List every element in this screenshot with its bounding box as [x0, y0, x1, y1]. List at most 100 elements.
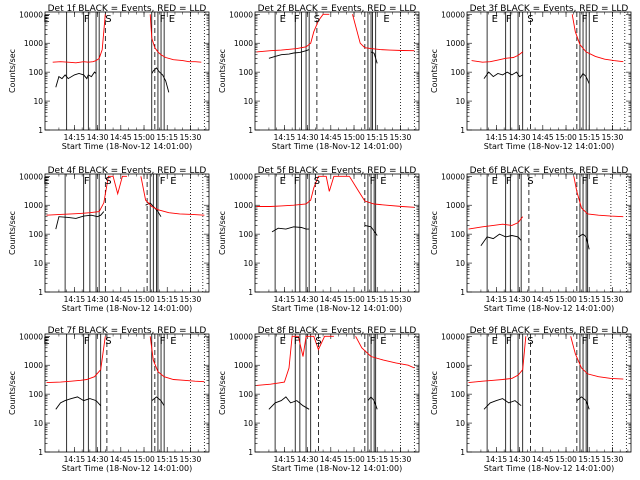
y-axis-label: Counts/sec	[218, 211, 227, 255]
events-series-line	[483, 398, 522, 410]
phase-marker-label: E	[492, 176, 498, 187]
events-series-line	[151, 396, 165, 406]
phase-marker-label: E	[43, 176, 49, 187]
phase-marker-label: E	[492, 14, 498, 25]
plot-frame	[254, 173, 420, 293]
lld-series-line	[256, 13, 330, 53]
phase-marker-label: E	[280, 176, 286, 187]
events-series-line	[578, 233, 590, 250]
y-tick-label: 1	[248, 126, 253, 135]
y-tick-label: 10000	[19, 332, 43, 341]
x-tick-label: 14:30	[509, 133, 531, 142]
y-tick-label: 10000	[229, 172, 253, 181]
x-tick-label: 15:30	[602, 455, 624, 464]
x-tick-label: 15:00	[343, 455, 365, 464]
x-tick-label: 14:30	[87, 295, 109, 304]
x-tick-label: 15:15	[366, 295, 388, 304]
y-tick-label: 10000	[19, 172, 43, 181]
plot-frame	[44, 333, 210, 453]
panel-title: Det 1f BLACK = Events, RED = LLD	[48, 4, 207, 14]
y-axis-label: Counts/sec	[430, 371, 439, 415]
lld-series-line	[46, 175, 127, 216]
x-axis-label: Start Time (18-Nov-12 14:01:00)	[484, 464, 614, 473]
y-tick-label: 1	[460, 126, 465, 135]
phase-marker-label: S	[527, 176, 533, 187]
lld-series-line	[471, 51, 523, 63]
y-tick-label: 10	[455, 97, 465, 106]
panel-title: Det 8f BLACK = Events, RED = LLD	[258, 326, 417, 336]
y-tick-label: 1000	[24, 39, 43, 48]
x-axis-label: Start Time (18-Nov-12 14:01:00)	[272, 464, 402, 473]
x-tick-label: 15:15	[578, 455, 600, 464]
phase-marker-label: F	[506, 176, 512, 187]
x-tick-label: 15:15	[578, 133, 600, 142]
events-series-line	[576, 396, 590, 410]
x-tick-label: 14:30	[87, 133, 109, 142]
phase-marker-label: S	[314, 14, 320, 25]
x-tick-label: 14:15	[64, 295, 86, 304]
events-series-line	[364, 224, 378, 236]
phase-marker-label: F	[582, 14, 588, 25]
y-tick-label: 1000	[234, 361, 253, 370]
phase-marker-label: F	[506, 336, 512, 347]
y-tick-label: 10000	[229, 10, 253, 19]
y-tick-label: 10000	[19, 10, 43, 19]
lld-series-line	[573, 176, 624, 218]
y-axis-label: Counts/sec	[8, 211, 17, 255]
x-tick-label: 15:30	[390, 455, 412, 464]
x-tick-label: 15:00	[555, 295, 577, 304]
lld-series-line	[149, 14, 202, 63]
y-tick-label: 1000	[446, 39, 465, 48]
y-tick-label: 10	[243, 419, 253, 428]
x-tick-label: 14:30	[297, 133, 319, 142]
panel-7: Det 7f BLACK = Events, RED = LLD 1 10 100 10…	[8, 326, 210, 473]
x-tick-label: 15:30	[390, 295, 412, 304]
x-tick-label: 15:30	[180, 133, 202, 142]
plot-frame	[466, 173, 632, 293]
panel-title: Det 3f BLACK = Events, RED = LLD	[470, 4, 629, 14]
y-tick-label: 100	[451, 230, 466, 239]
panel-4: Det 4f BLACK = Events, RED = LLD 1 10 100 10…	[8, 166, 210, 313]
x-tick-label: 15:30	[390, 133, 412, 142]
y-tick-label: 10000	[441, 10, 465, 19]
events-series-line	[55, 71, 97, 88]
panel-title: Det 4f BLACK = Events, RED = LLD	[48, 166, 207, 176]
phase-marker-label: E	[280, 336, 286, 347]
lld-series-line	[52, 14, 106, 64]
y-tick-label: 1000	[24, 361, 43, 370]
lld-series-line	[46, 336, 106, 384]
x-tick-label: 15:15	[156, 133, 178, 142]
x-tick-label: 14:45	[320, 455, 342, 464]
events-series-line	[480, 233, 522, 246]
phase-marker-label: F	[84, 176, 90, 187]
panel-9: Det 9f BLACK = Events, RED = LLD 1 10 100 10…	[430, 326, 632, 473]
y-tick-label: 10	[33, 259, 43, 268]
phase-marker-label: F	[160, 336, 166, 347]
events-series-line	[268, 396, 310, 410]
phase-marker-label: S	[314, 176, 320, 187]
phase-marker-label: E	[280, 14, 286, 25]
y-tick-label: 1000	[234, 39, 253, 48]
phase-marker-label: F	[84, 14, 90, 25]
x-tick-label: 15:30	[180, 455, 202, 464]
x-tick-label: 15:30	[602, 133, 624, 142]
panel-title: Det 5f BLACK = Events, RED = LLD	[258, 166, 417, 176]
events-series-line	[367, 396, 378, 410]
x-tick-label: 15:00	[133, 295, 155, 304]
phase-marker-label: S	[105, 336, 111, 347]
x-axis-label: Start Time (18-Nov-12 14:01:00)	[62, 304, 192, 313]
x-tick-label: 15:15	[366, 133, 388, 142]
y-tick-label: 100	[239, 230, 254, 239]
x-axis-label: Start Time (18-Nov-12 14:01:00)	[272, 142, 402, 151]
panel-8: Det 8f BLACK = Events, RED = LLD 1 10 100 10…	[218, 326, 420, 473]
x-tick-label: 15:15	[156, 295, 178, 304]
lld-series-line	[140, 176, 205, 216]
y-tick-label: 1	[248, 448, 253, 457]
y-tick-label: 100	[451, 390, 466, 399]
x-axis-label: Start Time (18-Nov-12 14:01:00)	[484, 142, 614, 151]
x-tick-label: 15:15	[578, 295, 600, 304]
events-series-line	[579, 72, 590, 84]
y-tick-label: 100	[29, 68, 44, 77]
x-tick-label: 14:15	[274, 455, 296, 464]
plot-frame	[466, 11, 632, 131]
